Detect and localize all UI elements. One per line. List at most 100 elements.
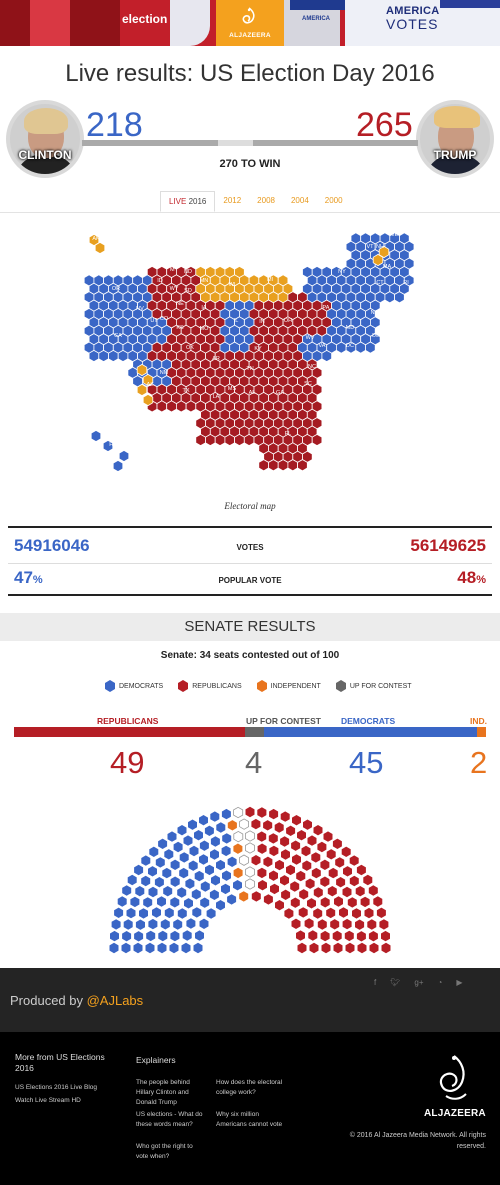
map-hex-rep — [205, 433, 216, 447]
live-blog-link[interactable]: US Elections 2016 Live Blog — [15, 1084, 98, 1091]
state-label: CA — [114, 333, 122, 339]
seat-rep — [280, 836, 290, 847]
seat-bar-rep — [14, 727, 246, 737]
state-label: WA — [118, 271, 127, 277]
google-plus-icon[interactable]: g+ — [414, 978, 424, 987]
state-label: OK — [186, 345, 194, 351]
twitter-icon[interactable]: 🐦︎ — [390, 978, 401, 987]
seat-dem — [135, 886, 145, 897]
seat-rep — [327, 886, 337, 897]
explainer-link[interactable]: How does the electoral college work? — [216, 1079, 283, 1096]
tab-2012[interactable]: 2012 — [223, 196, 242, 205]
seat-dem — [111, 919, 121, 930]
aljazeera-logo[interactable]: ALJAZEERA — [216, 0, 284, 46]
seat-rep — [305, 878, 315, 889]
map-hex-dem — [102, 439, 114, 453]
live-stream-link[interactable]: Watch Live Stream HD — [15, 1097, 81, 1104]
legend-item-up-for-contest: UP FOR CONTEST — [335, 680, 412, 692]
seat-dem — [123, 919, 133, 930]
explainer-link[interactable]: The people behind Hillary Clinton and Do… — [136, 1079, 190, 1106]
seat-bar-dem — [264, 727, 477, 737]
seat-rep — [320, 930, 330, 942]
seat-rep — [347, 897, 357, 908]
explainer-link[interactable]: Who got the right to vote when? — [136, 1143, 193, 1160]
seat-dem — [199, 854, 208, 865]
seat-dem — [189, 845, 199, 857]
tab-2008[interactable]: 2008 — [257, 196, 275, 205]
explainer-link[interactable]: Why six million Americans cannot vote — [216, 1111, 283, 1128]
state-label: RI — [403, 280, 409, 286]
seat-rep — [320, 897, 330, 908]
year-tabs: LIVE 2016 2012 2008 2004 2000 — [160, 191, 351, 212]
legend-item-republicans: REPUBLICANS — [177, 680, 242, 692]
state-label: TN — [246, 366, 253, 372]
map-hex-rep — [268, 459, 279, 472]
state-label: LA — [213, 394, 220, 400]
seat-rep — [245, 806, 255, 818]
state-label: KS — [176, 325, 184, 331]
seat-rep — [357, 942, 367, 954]
explainer-link[interactable]: US elections - What do these words mean? — [136, 1111, 203, 1128]
seat-rep — [286, 864, 295, 876]
social-links: f 🐦︎ g+ ◔ ▶ — [374, 978, 477, 987]
independent-seat-count: 2 — [470, 745, 488, 780]
seat-rep — [291, 840, 301, 851]
state-label: DE — [372, 333, 380, 339]
seat-rep — [297, 830, 306, 841]
ajlabs-link[interactable]: @AJLabs — [86, 993, 144, 1008]
seat-rep — [292, 815, 301, 826]
seat-dem — [148, 918, 158, 930]
seat-rep — [311, 867, 321, 879]
america-votes-line1: AMERICA — [386, 5, 440, 17]
seat-dem — [206, 908, 216, 919]
youtube-icon[interactable]: ▶ — [456, 978, 463, 987]
seat-rep — [360, 896, 370, 908]
rss-icon[interactable]: ◔ — [437, 978, 443, 987]
map-hex-rep — [282, 333, 294, 346]
seat-dem — [221, 883, 230, 895]
banner-stripe — [30, 0, 70, 46]
democrats-label: DEMOCRATS — [341, 716, 396, 726]
independent-hex-icon — [256, 680, 267, 692]
seat-rep — [291, 918, 301, 929]
state-label: MT — [170, 267, 179, 273]
tab-2004[interactable]: 2004 — [290, 196, 309, 205]
independent-label: IND. — [470, 716, 487, 726]
seat-dem — [154, 877, 164, 888]
aljazeera-footer-logo-icon[interactable] — [432, 1052, 476, 1106]
more-heading: More from US Elections 2016 — [15, 1052, 105, 1073]
tab-live-prefix: LIVE — [169, 197, 187, 206]
to-win-label: 270 TO WIN — [219, 158, 281, 170]
map-hex-dem — [117, 349, 129, 363]
dem-pct-value: 47 — [14, 568, 33, 587]
seat-dem — [188, 860, 198, 871]
seat-dem — [157, 896, 166, 907]
seat-rep — [263, 856, 273, 867]
tab-live-2016[interactable]: LIVE 2016 — [160, 191, 216, 212]
map-hex-dem — [355, 257, 366, 270]
state-label: NJ — [371, 310, 378, 316]
state-label: FL — [285, 431, 291, 437]
seat-ind — [227, 820, 237, 831]
seat-dem — [126, 907, 136, 919]
state-label: NV — [136, 306, 144, 312]
legend-label: REPUBLICANS — [192, 682, 242, 690]
seat-dem — [194, 830, 203, 841]
state-label: PA — [323, 305, 330, 311]
seat-dem — [177, 908, 187, 919]
electoral-hex-map[interactable]: AK ME VT NH WA MT ND MN WI MI NY MA OR ID WY SD CT RI NV NE… — [0, 214, 500, 494]
facebook-icon[interactable]: f — [374, 978, 377, 987]
seat-dem — [210, 811, 220, 822]
seat-rep — [364, 907, 374, 919]
state-label: MN — [200, 278, 209, 284]
seat-dem — [157, 942, 167, 954]
page-title: Live results: US Election Day 2016 — [65, 60, 435, 87]
dem-vote-count: 54916046 — [14, 536, 90, 555]
seat-rep — [263, 894, 273, 905]
seat-rep — [342, 886, 352, 898]
seat-dem — [209, 889, 219, 900]
seat-up — [245, 866, 255, 878]
seat-dem — [145, 942, 155, 954]
map-hex-dem — [321, 349, 333, 363]
tab-2000[interactable]: 2000 — [324, 196, 343, 205]
